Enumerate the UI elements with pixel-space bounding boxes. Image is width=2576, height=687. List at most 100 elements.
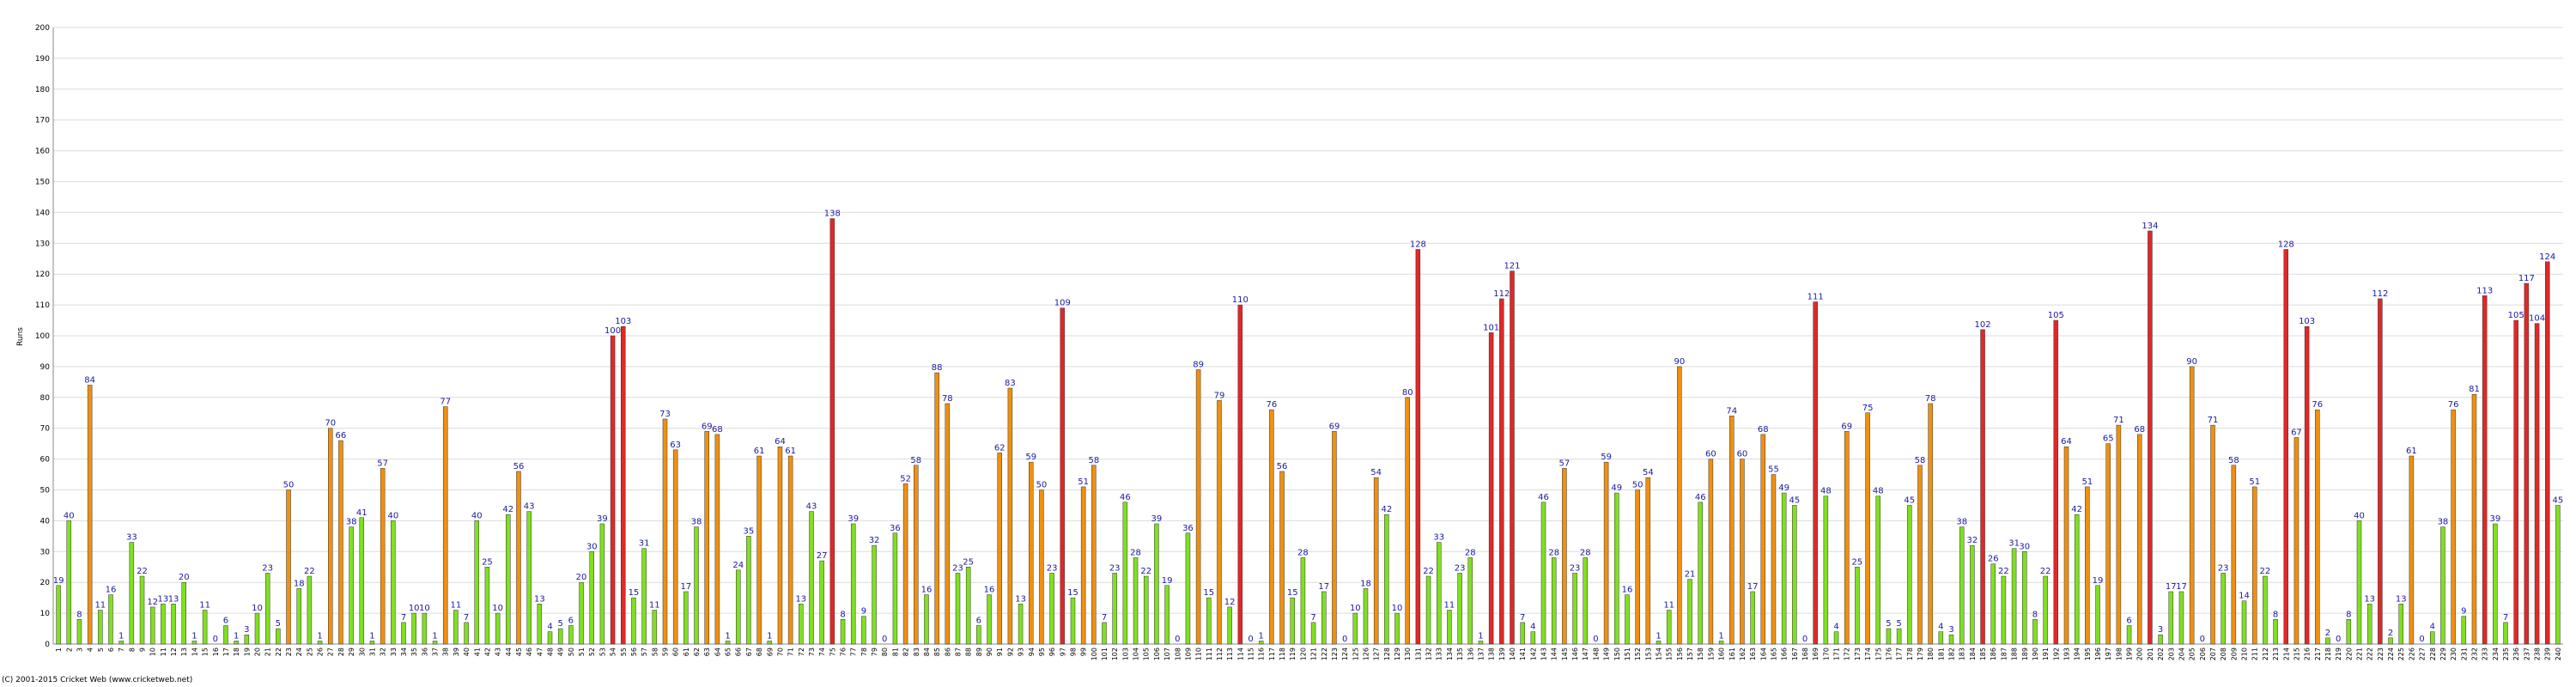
value-label: 11 <box>94 601 106 611</box>
x-tick-label: 151 <box>1624 647 1631 660</box>
bar <box>1488 332 1494 645</box>
y-tick-label: 190 <box>35 55 50 64</box>
bar <box>2388 637 2393 645</box>
value-label: 121 <box>1504 262 1520 271</box>
bar <box>1300 557 1306 645</box>
value-label: 0 <box>1248 635 1253 644</box>
bar <box>506 514 511 645</box>
bar <box>2251 486 2257 645</box>
value-label: 1 <box>725 631 730 641</box>
value-label: 74 <box>1726 406 1737 416</box>
bar <box>1938 631 1944 645</box>
x-tick-label: 108 <box>1174 647 1182 660</box>
x-tick-label: 154 <box>1656 647 1663 660</box>
x-tick-label: 140 <box>1509 647 1516 660</box>
value-label: 48 <box>1873 487 1884 496</box>
value-label: 78 <box>942 394 953 404</box>
value-label: 101 <box>1483 323 1499 332</box>
x-tick-label: 13 <box>180 647 188 656</box>
x-tick-label: 102 <box>1111 647 1119 660</box>
x-tick-label: 60 <box>672 647 680 656</box>
x-tick-label: 179 <box>1917 647 1924 660</box>
value-label: 102 <box>1975 320 1991 330</box>
bar <box>1425 575 1431 645</box>
x-tick-label: 191 <box>2042 647 2050 660</box>
value-label: 2 <box>2325 629 2330 638</box>
value-label: 112 <box>2372 289 2388 299</box>
value-label: 57 <box>1559 459 1571 468</box>
x-tick-label: 142 <box>1529 647 1537 660</box>
value-label: 67 <box>2291 428 2302 437</box>
bar <box>1928 403 1933 645</box>
value-label: 30 <box>2019 542 2030 551</box>
bar <box>1844 431 1850 645</box>
value-label: 28 <box>1297 548 1309 557</box>
bar <box>1614 492 1619 645</box>
value-label: 17 <box>1318 582 1329 592</box>
bar <box>2471 393 2477 645</box>
value-label: 71 <box>2208 416 2219 425</box>
x-tick-label: 229 <box>2439 647 2447 660</box>
bar <box>976 625 981 645</box>
value-label: 105 <box>2508 311 2524 320</box>
x-tick-label: 186 <box>1990 647 1997 660</box>
bar <box>1970 544 1975 645</box>
bar <box>276 628 281 645</box>
bar <box>1990 563 1996 645</box>
bar <box>1740 459 1745 645</box>
bar <box>945 403 951 645</box>
bar <box>1478 641 1484 645</box>
bar <box>2105 443 2111 645</box>
value-label: 7 <box>1520 613 1525 623</box>
x-tick-label: 141 <box>1519 647 1527 660</box>
value-label: 28 <box>1465 548 1476 557</box>
bar <box>2263 575 2268 645</box>
x-tick-label: 228 <box>2429 647 2437 660</box>
x-tick-label: 127 <box>1373 647 1381 660</box>
x-tick-label: 226 <box>2408 647 2415 660</box>
bar <box>464 622 469 645</box>
x-tick-label: 79 <box>871 647 878 656</box>
y-tick-label: 130 <box>35 240 50 248</box>
bar <box>1258 641 1264 645</box>
x-tick-label: 145 <box>1561 647 1569 660</box>
value-label: 64 <box>775 437 786 447</box>
y-tick-label: 90 <box>40 363 51 372</box>
x-tick-label: 52 <box>588 647 596 656</box>
value-label: 25 <box>963 557 974 567</box>
value-label: 10 <box>492 604 503 613</box>
bar <box>1865 412 1870 645</box>
bar <box>631 597 636 645</box>
value-label: 10 <box>1350 604 1361 613</box>
x-tick-label: 218 <box>2324 647 2332 660</box>
x-tick-label: 89 <box>975 647 983 656</box>
x-tick-label: 85 <box>933 647 941 656</box>
bar <box>453 610 459 645</box>
value-label: 13 <box>158 594 169 604</box>
bar <box>997 453 1002 645</box>
x-tick-label: 25 <box>306 647 313 656</box>
value-label: 8 <box>840 610 845 619</box>
bar <box>307 575 313 645</box>
x-tick-label: 132 <box>1425 647 1433 660</box>
bar <box>934 372 939 645</box>
x-tick-label: 117 <box>1268 647 1276 660</box>
value-label: 57 <box>377 459 388 468</box>
bar <box>714 434 720 645</box>
y-tick-label: 40 <box>40 517 51 526</box>
bar <box>1750 591 1755 645</box>
value-label: 22 <box>1998 567 2009 576</box>
bar <box>1447 610 1452 645</box>
x-tick-label: 75 <box>829 647 836 656</box>
bar <box>2032 619 2038 645</box>
value-label: 1 <box>191 631 197 641</box>
x-tick-label: 205 <box>2189 647 2196 660</box>
bar <box>2451 409 2456 645</box>
bar <box>2168 591 2174 645</box>
x-tick-label: 9 <box>139 647 147 652</box>
value-label: 12 <box>1224 598 1236 607</box>
x-tick-label: 227 <box>2419 647 2427 660</box>
value-label: 58 <box>910 456 921 465</box>
x-tick-label: 206 <box>2199 647 2207 660</box>
value-label: 31 <box>2008 539 2020 549</box>
